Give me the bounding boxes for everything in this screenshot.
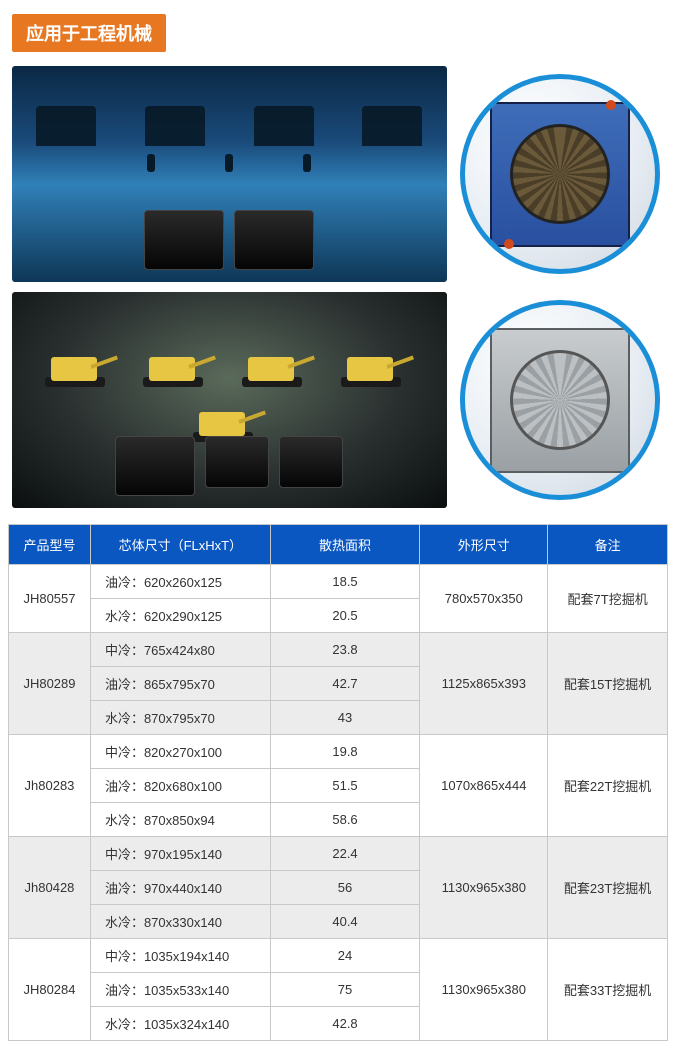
cell-model: JH80557 <box>9 565 91 633</box>
right-image-column <box>457 66 664 508</box>
cell-outer-dim: 1070x865x444 <box>420 735 548 837</box>
image-gallery <box>8 66 668 508</box>
cell-core-dim: 中冷：970x195x140 <box>90 837 270 871</box>
table-row: JH80557油冷：620x260x12518.5780x570x350配套7T… <box>9 565 668 599</box>
th-model: 产品型号 <box>9 525 91 565</box>
cell-outer-dim: 1125x865x393 <box>420 633 548 735</box>
cell-core-dim: 水冷：620x290x125 <box>90 599 270 633</box>
cell-note: 配套33T挖掘机 <box>548 939 668 1041</box>
cell-model: JH80284 <box>9 939 91 1041</box>
cell-area: 23.8 <box>270 633 420 667</box>
cell-note: 配套15T挖掘机 <box>548 633 668 735</box>
cell-core-dim: 油冷：865x795x70 <box>90 667 270 701</box>
cell-core-dim: 水冷：870x850x94 <box>90 803 270 837</box>
cell-area: 19.8 <box>270 735 420 769</box>
cell-core-dim: 油冷：620x260x125 <box>90 565 270 599</box>
cell-area: 42.7 <box>270 667 420 701</box>
cell-core-dim: 中冷：1035x194x140 <box>90 939 270 973</box>
cell-note: 配套23T挖掘机 <box>548 837 668 939</box>
table-header-row: 产品型号 芯体尺寸（FLxHxT） 散热面积 外形尺寸 备注 <box>9 525 668 565</box>
table-row: Jh80428中冷：970x195x14022.41130x965x380配套2… <box>9 837 668 871</box>
left-image-column <box>12 66 447 508</box>
product-circle-gray <box>460 300 660 500</box>
cell-area: 75 <box>270 973 420 1007</box>
th-area: 散热面积 <box>270 525 420 565</box>
spec-table: 产品型号 芯体尺寸（FLxHxT） 散热面积 外形尺寸 备注 JH80557油冷… <box>8 524 668 1041</box>
table-row: Jh80283中冷：820x270x10019.81070x865x444配套2… <box>9 735 668 769</box>
cell-note: 配套22T挖掘机 <box>548 735 668 837</box>
cell-area: 58.6 <box>270 803 420 837</box>
excavators-photo <box>12 292 447 508</box>
cell-area: 22.4 <box>270 837 420 871</box>
cell-model: Jh80283 <box>9 735 91 837</box>
construction-pavers-photo <box>12 66 447 282</box>
table-row: JH80284中冷：1035x194x140241130x965x380配套33… <box>9 939 668 973</box>
cell-core-dim: 中冷：765x424x80 <box>90 633 270 667</box>
cell-outer-dim: 780x570x350 <box>420 565 548 633</box>
cell-area: 43 <box>270 701 420 735</box>
cell-model: Jh80428 <box>9 837 91 939</box>
cell-area: 20.5 <box>270 599 420 633</box>
cell-area: 42.8 <box>270 1007 420 1041</box>
cell-outer-dim: 1130x965x380 <box>420 939 548 1041</box>
th-core-dim: 芯体尺寸（FLxHxT） <box>90 525 270 565</box>
th-outer-dim: 外形尺寸 <box>420 525 548 565</box>
cell-outer-dim: 1130x965x380 <box>420 837 548 939</box>
cell-core-dim: 油冷：820x680x100 <box>90 769 270 803</box>
cell-area: 18.5 <box>270 565 420 599</box>
cell-area: 56 <box>270 871 420 905</box>
cell-core-dim: 中冷：820x270x100 <box>90 735 270 769</box>
table-row: JH80289中冷：765x424x8023.81125x865x393配套15… <box>9 633 668 667</box>
cell-area: 40.4 <box>270 905 420 939</box>
cell-core-dim: 水冷：870x795x70 <box>90 701 270 735</box>
cell-core-dim: 水冷：1035x324x140 <box>90 1007 270 1041</box>
product-circle-blue <box>460 74 660 274</box>
cell-model: JH80289 <box>9 633 91 735</box>
th-note: 备注 <box>548 525 668 565</box>
cell-area: 24 <box>270 939 420 973</box>
cell-area: 51.5 <box>270 769 420 803</box>
cell-core-dim: 水冷：870x330x140 <box>90 905 270 939</box>
cell-core-dim: 油冷：1035x533x140 <box>90 973 270 1007</box>
cell-note: 配套7T挖掘机 <box>548 565 668 633</box>
cell-core-dim: 油冷：970x440x140 <box>90 871 270 905</box>
page-title-badge: 应用于工程机械 <box>12 14 166 52</box>
